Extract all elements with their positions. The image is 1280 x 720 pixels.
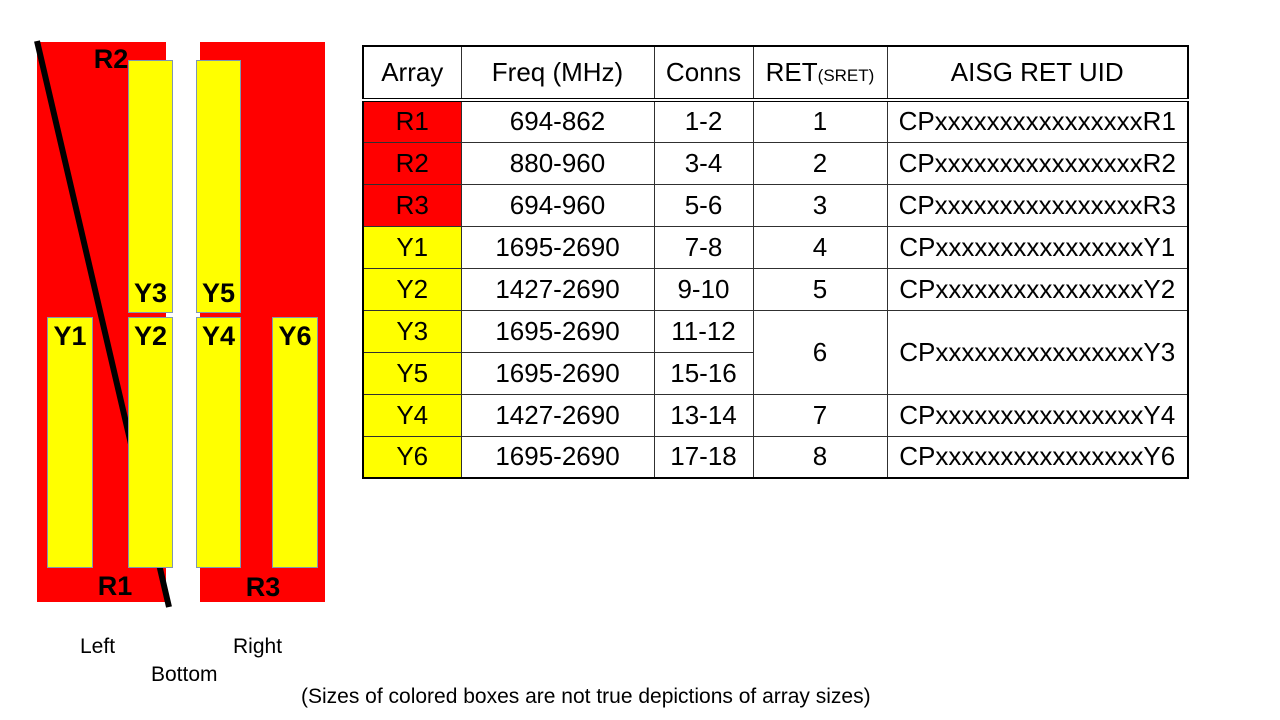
array-box-y2: Y2	[128, 317, 173, 568]
ret-cell: 2	[752, 141, 888, 185]
conns-cell: 1-2	[653, 99, 754, 143]
array-box-label: Y6	[278, 321, 312, 351]
array-cell: Y1	[362, 225, 462, 269]
freq-cell: 1695-2690	[460, 309, 655, 353]
panel-label-r1: R1	[97, 571, 133, 601]
table-row: Y4 1427-2690 13-14 7 CPxxxxxxxxxxxxxxxxY…	[362, 393, 1189, 437]
conns-cell: 5-6	[653, 183, 754, 227]
array-box-y5: Y5	[196, 60, 241, 313]
conns-cell: 15-16	[653, 351, 754, 395]
ret-cell: 3	[752, 183, 888, 227]
ret-assignment-table: Array Freq (MHz) Conns RET(SRET) AISG RE…	[362, 45, 1189, 479]
array-box-y6: Y6	[272, 317, 318, 568]
array-box-y1: Y1	[47, 317, 93, 568]
uid-cell: CPxxxxxxxxxxxxxxxxY2	[886, 267, 1189, 311]
freq-cell: 694-960	[460, 183, 655, 227]
array-box-y4: Y4	[196, 317, 241, 568]
uid-cell: CPxxxxxxxxxxxxxxxxY6	[886, 435, 1189, 479]
orientation-label-bottom: Bottom	[151, 663, 218, 686]
ret-cell-merged: 6	[752, 309, 888, 395]
header-uid: AISG RET UID	[886, 45, 1189, 102]
conns-cell: 7-8	[653, 225, 754, 269]
array-cell: Y4	[362, 393, 462, 437]
array-box-y3: Y3	[128, 60, 173, 313]
array-cell: R3	[362, 183, 462, 227]
array-box-label: Y1	[53, 321, 87, 351]
header-conns: Conns	[653, 45, 754, 102]
panel-label-r2: R2	[93, 44, 129, 74]
freq-cell: 880-960	[460, 141, 655, 185]
size-disclaimer-caption: (Sizes of colored boxes are not true dep…	[301, 685, 871, 708]
uid-cell: CPxxxxxxxxxxxxxxxxR2	[886, 141, 1189, 185]
freq-cell: 1427-2690	[460, 393, 655, 437]
header-array: Array	[362, 45, 462, 102]
array-cell: R1	[362, 99, 462, 143]
ret-cell: 8	[752, 435, 888, 479]
panel-label-r3: R3	[245, 572, 281, 602]
table-row: R1 694-862 1-2 1 CPxxxxxxxxxxxxxxxxR1	[362, 99, 1189, 143]
uid-cell: CPxxxxxxxxxxxxxxxxR3	[886, 183, 1189, 227]
table-row: Y1 1695-2690 7-8 4 CPxxxxxxxxxxxxxxxxY1	[362, 225, 1189, 269]
array-box-label: Y2	[133, 321, 168, 351]
table-header-row: Array Freq (MHz) Conns RET(SRET) AISG RE…	[362, 45, 1189, 102]
header-ret: RET(SRET)	[752, 45, 888, 102]
array-cell: R2	[362, 141, 462, 185]
ret-cell: 7	[752, 393, 888, 437]
array-box-label: Y5	[201, 278, 236, 308]
orientation-label-left: Left	[80, 635, 116, 658]
uid-cell: CPxxxxxxxxxxxxxxxxY1	[886, 225, 1189, 269]
header-freq: Freq (MHz)	[460, 45, 655, 102]
table-row: Y2 1427-2690 9-10 5 CPxxxxxxxxxxxxxxxxY2	[362, 267, 1189, 311]
freq-cell: 1695-2690	[460, 225, 655, 269]
uid-cell: CPxxxxxxxxxxxxxxxxY4	[886, 393, 1189, 437]
ret-cell: 5	[752, 267, 888, 311]
array-cell: Y3	[362, 309, 462, 353]
table-row: Y5 1695-2690 15-16	[362, 351, 1188, 395]
conns-cell: 17-18	[653, 435, 754, 479]
conns-cell: 11-12	[653, 309, 754, 353]
freq-cell: 1695-2690	[460, 351, 655, 395]
conns-cell: 9-10	[653, 267, 754, 311]
freq-cell: 1695-2690	[460, 435, 655, 479]
table-row: R3 694-960 5-6 3 CPxxxxxxxxxxxxxxxxR3	[362, 183, 1189, 227]
ret-cell: 4	[752, 225, 888, 269]
table-row: R2 880-960 3-4 2 CPxxxxxxxxxxxxxxxxR2	[362, 141, 1189, 185]
uid-cell-merged: CPxxxxxxxxxxxxxxxxY3	[886, 309, 1189, 395]
table-row: Y3 1695-2690 11-12 6 CPxxxxxxxxxxxxxxxxY…	[362, 309, 1189, 395]
uid-cell: CPxxxxxxxxxxxxxxxxR1	[886, 99, 1189, 143]
array-cell: Y5	[362, 351, 462, 395]
ret-cell: 1	[752, 99, 888, 143]
freq-cell: 694-862	[460, 99, 655, 143]
header-ret-sub: (SRET)	[817, 66, 875, 85]
orientation-label-right: Right	[233, 635, 283, 658]
conns-cell: 13-14	[653, 393, 754, 437]
array-cell: Y6	[362, 435, 462, 479]
conns-cell: 3-4	[653, 141, 754, 185]
table-row: Y6 1695-2690 17-18 8 CPxxxxxxxxxxxxxxxxY…	[362, 435, 1189, 479]
array-box-label: Y3	[133, 278, 168, 308]
array-cell: Y2	[362, 267, 462, 311]
array-box-label: Y4	[201, 321, 236, 351]
freq-cell: 1427-2690	[460, 267, 655, 311]
